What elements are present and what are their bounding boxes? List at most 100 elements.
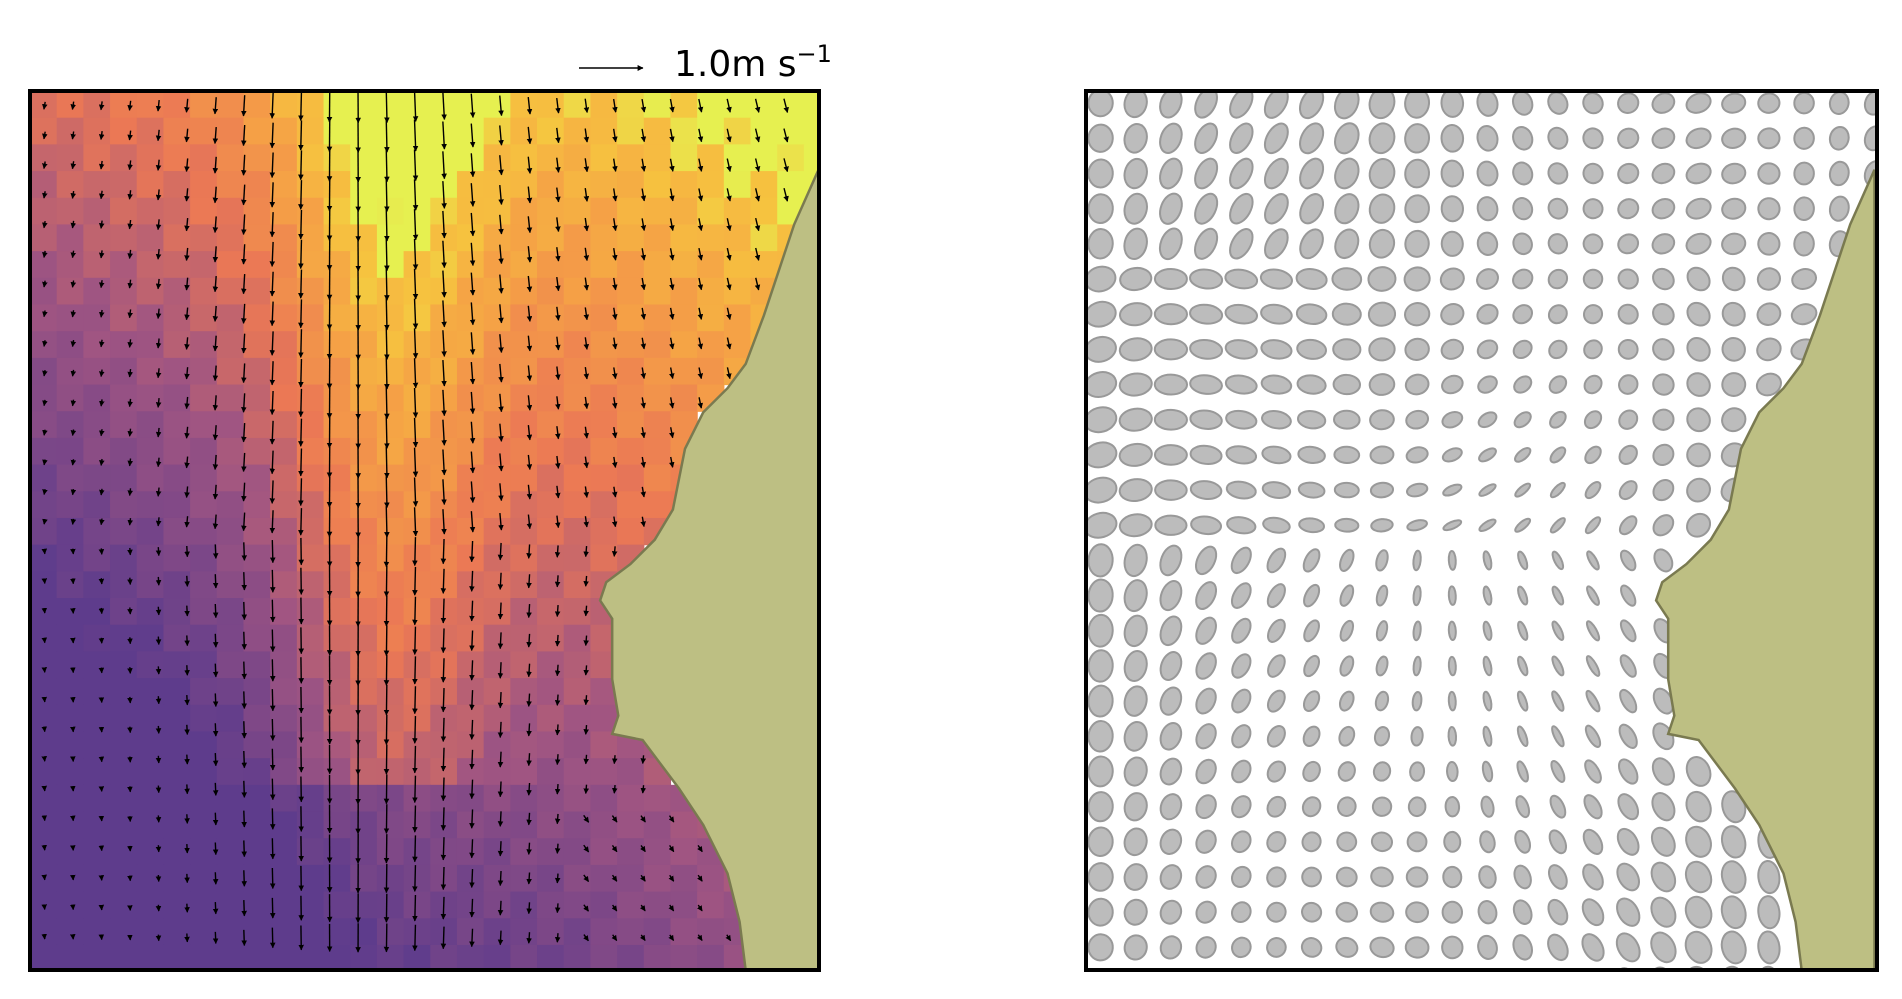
velocity-arrow bbox=[554, 634, 561, 647]
ellipse bbox=[1441, 410, 1464, 429]
velocity-arrow bbox=[583, 814, 590, 823]
velocity-arrow bbox=[127, 219, 133, 230]
field-cell bbox=[323, 197, 351, 226]
velocity-arrow bbox=[212, 693, 219, 707]
field-cell bbox=[243, 624, 271, 653]
ellipse bbox=[1118, 442, 1153, 467]
velocity-arrow bbox=[42, 340, 48, 347]
ellipse bbox=[1514, 447, 1532, 463]
ellipse bbox=[1757, 197, 1781, 221]
field-cell bbox=[243, 704, 271, 733]
field-cell bbox=[376, 357, 405, 386]
field-cell bbox=[323, 464, 351, 492]
velocity-arrow bbox=[498, 244, 504, 265]
velocity-arrow bbox=[212, 812, 219, 826]
ellipse bbox=[1412, 549, 1422, 572]
velocity-arrow bbox=[526, 246, 533, 263]
field-cell bbox=[590, 944, 618, 970]
field-cell bbox=[163, 464, 191, 492]
ellipse bbox=[1721, 336, 1746, 362]
velocity-arrow bbox=[269, 390, 276, 416]
ellipse bbox=[1159, 544, 1183, 577]
velocity-arrow bbox=[212, 395, 219, 411]
ellipse bbox=[1404, 158, 1431, 189]
field-cell bbox=[376, 891, 405, 919]
field-cell bbox=[376, 491, 405, 519]
field-cell bbox=[750, 224, 778, 252]
field-cell bbox=[243, 544, 271, 572]
field-cell bbox=[510, 117, 538, 145]
ellipse bbox=[1584, 724, 1602, 748]
field-cell bbox=[510, 437, 538, 466]
field-cell bbox=[136, 171, 165, 199]
velocity-panel bbox=[30, 91, 819, 970]
ellipse bbox=[1476, 91, 1499, 117]
ellipse bbox=[1757, 930, 1781, 965]
field-cell bbox=[777, 171, 805, 199]
field-cell bbox=[456, 731, 485, 759]
velocity-arrow bbox=[640, 815, 646, 823]
velocity-arrow bbox=[269, 122, 276, 149]
velocity-arrow bbox=[726, 247, 732, 261]
field-cell bbox=[216, 571, 245, 599]
ellipse bbox=[1443, 830, 1462, 853]
velocity-arrow bbox=[526, 365, 533, 382]
ellipse bbox=[1513, 375, 1533, 394]
ellipse bbox=[1190, 515, 1223, 536]
velocity-arrow bbox=[526, 753, 532, 767]
ellipse bbox=[1517, 655, 1529, 677]
velocity-arrow bbox=[155, 308, 162, 320]
field-cell bbox=[163, 171, 191, 199]
field-cell bbox=[403, 411, 431, 439]
ellipse bbox=[1195, 581, 1218, 610]
field-cell bbox=[510, 784, 538, 813]
ellipse bbox=[1547, 864, 1568, 890]
ellipse bbox=[1123, 614, 1148, 648]
ellipse bbox=[1828, 195, 1850, 222]
velocity-arrow bbox=[554, 933, 561, 943]
field-cell bbox=[537, 784, 565, 813]
velocity-arrow bbox=[640, 456, 646, 468]
ellipse bbox=[1583, 794, 1603, 820]
velocity-arrow bbox=[441, 479, 447, 506]
ellipse bbox=[1338, 690, 1355, 712]
velocity-arrow bbox=[497, 930, 504, 946]
field-cell bbox=[56, 704, 84, 733]
ellipse bbox=[1371, 796, 1393, 817]
field-cell bbox=[83, 197, 111, 226]
ellipse bbox=[1226, 516, 1257, 535]
field-cell bbox=[456, 117, 485, 145]
velocity-arrow bbox=[127, 428, 134, 437]
ellipse bbox=[1653, 548, 1674, 573]
ellipse bbox=[1686, 407, 1711, 433]
velocity-arrow bbox=[498, 423, 504, 442]
ellipse bbox=[1619, 549, 1637, 572]
field-cell bbox=[110, 864, 138, 893]
field-cell bbox=[270, 784, 298, 813]
field-cell bbox=[163, 731, 191, 759]
velocity-arrow bbox=[269, 420, 276, 445]
ellipse bbox=[1652, 479, 1675, 502]
velocity-arrow bbox=[212, 335, 219, 352]
velocity-arrow bbox=[640, 98, 647, 113]
field-cell bbox=[403, 571, 431, 599]
field-cell bbox=[376, 944, 405, 970]
velocity-arrow bbox=[99, 369, 105, 378]
velocity-arrow bbox=[640, 158, 647, 172]
ellipse bbox=[1617, 758, 1639, 785]
ellipse bbox=[1087, 862, 1114, 892]
field-cell bbox=[350, 144, 378, 172]
field-cell bbox=[510, 171, 538, 199]
field-cell bbox=[56, 891, 84, 919]
key-exponent: −1 bbox=[797, 40, 832, 68]
field-cell bbox=[110, 464, 138, 492]
velocity-arrow bbox=[99, 488, 105, 496]
velocity-arrow bbox=[241, 840, 247, 858]
velocity-arrow bbox=[669, 397, 675, 409]
velocity-arrow bbox=[241, 184, 247, 206]
velocity-arrow bbox=[783, 188, 789, 202]
ellipse bbox=[1618, 444, 1638, 465]
velocity-arrow bbox=[440, 717, 447, 742]
velocity-arrow bbox=[697, 218, 704, 232]
ellipse bbox=[1267, 654, 1286, 678]
